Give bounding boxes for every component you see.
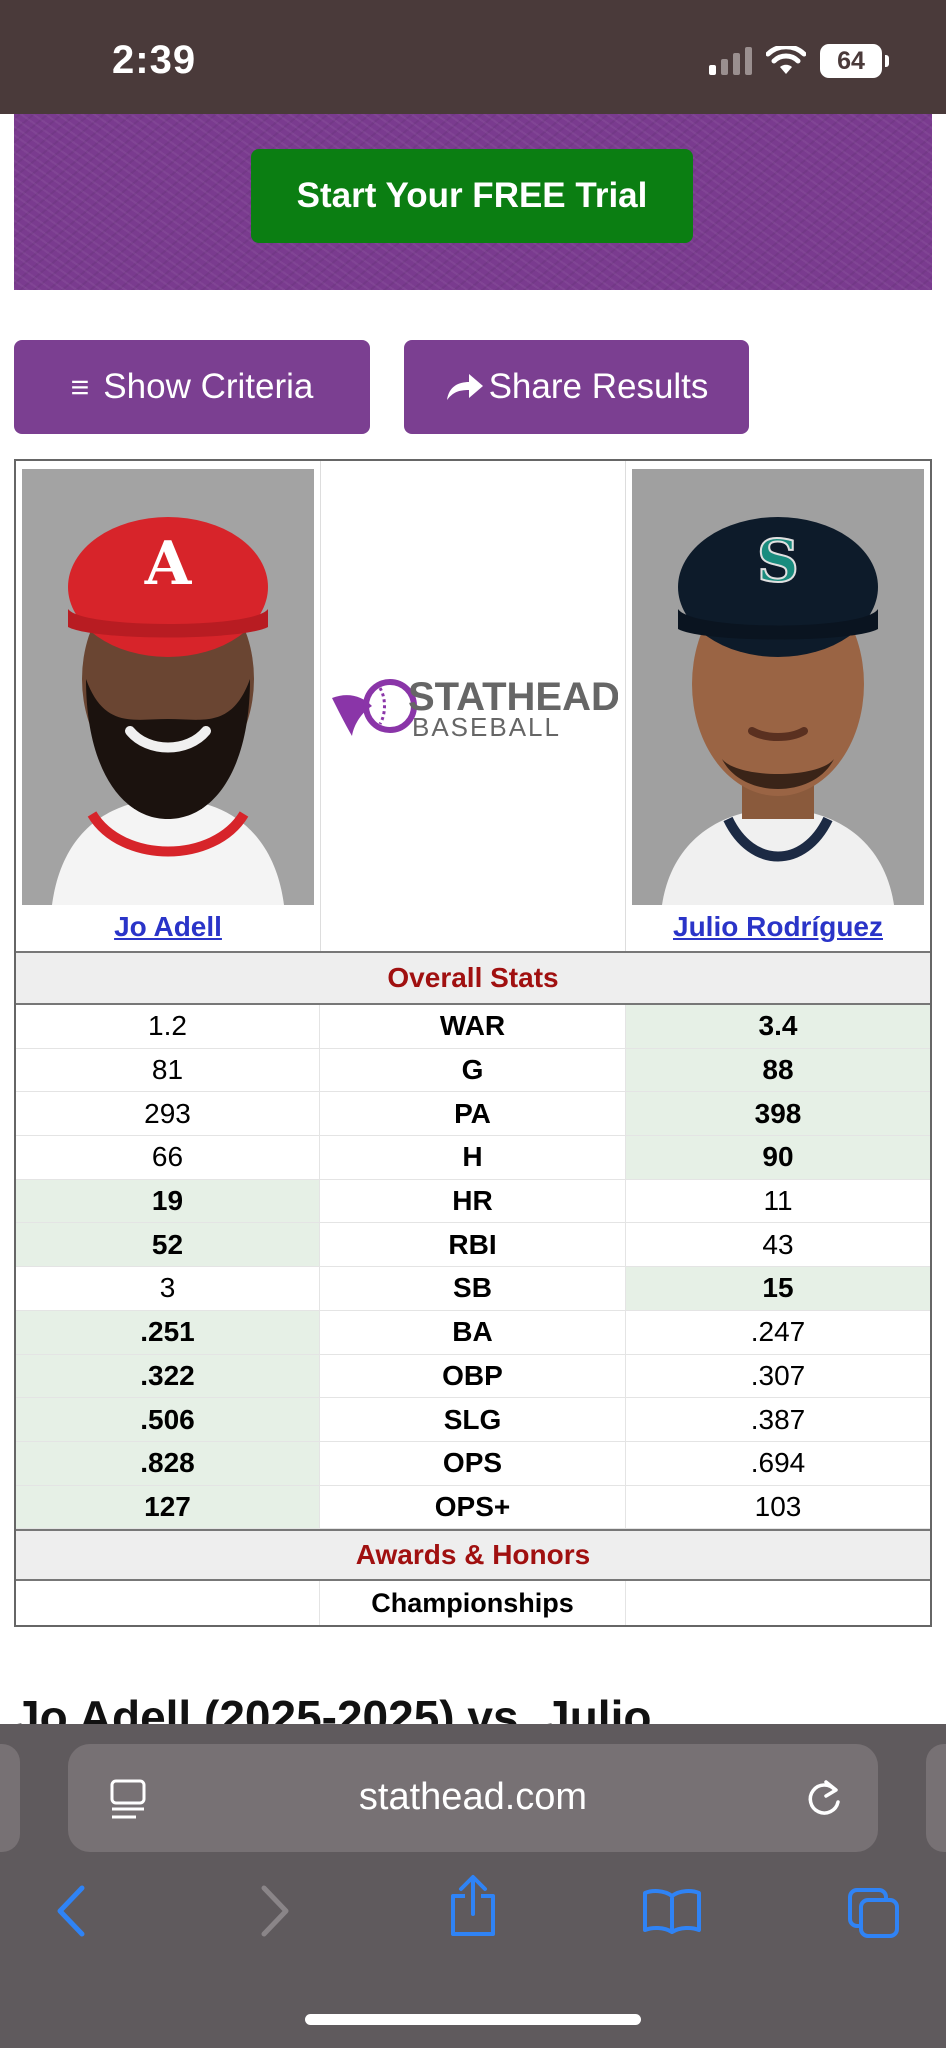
share-arrow-icon (446, 374, 483, 400)
home-indicator (305, 2014, 641, 2025)
stat-label: G (320, 1048, 626, 1092)
browser-toolbar (0, 1874, 946, 1954)
player-2-stat-value: 103 (754, 1490, 802, 1522)
stat-row: .251 BA .247 (16, 1310, 930, 1355)
stat-row: 19 HR 11 (16, 1179, 930, 1224)
player-1-stat-value: .251 (16, 1310, 320, 1354)
stat-label: OBP (320, 1354, 626, 1398)
share-results-label: Share Results (488, 367, 709, 406)
player-1-cell: A Jo Adell (16, 461, 320, 951)
stat-label: SB (320, 1267, 626, 1310)
overall-stats-header: Overall Stats (16, 953, 930, 1005)
player-1-stat-value: 127 (16, 1485, 320, 1529)
player-2-stat-value: .694 (750, 1447, 806, 1479)
player-1-headshot: A (22, 469, 314, 905)
stat-row: .322 OBP .307 (16, 1354, 930, 1399)
player-2-stat-value: .247 (750, 1316, 806, 1348)
start-free-trial-button[interactable]: Start Your FREE Trial (251, 149, 693, 243)
browser-chrome: stathead.com (0, 1724, 946, 2048)
player-2-stat-value: 43 (762, 1228, 794, 1260)
reload-icon[interactable] (804, 1776, 844, 1820)
player-1-stat-value: .828 (16, 1441, 320, 1485)
player-1-championships (16, 1581, 320, 1626)
reader-page-icon[interactable] (108, 1778, 148, 1820)
show-criteria-label: Show Criteria (103, 367, 314, 406)
stat-row: 52 RBI 43 (16, 1223, 930, 1268)
player-2-championships (626, 1581, 930, 1625)
championships-row: Championships (16, 1581, 930, 1626)
player-1-stat-value: 293 (16, 1092, 320, 1136)
player-1-stat-value: 1.2 (16, 1005, 320, 1048)
player-2-stat-value: 11 (763, 1185, 793, 1217)
player-1-stat-value: 19 (16, 1179, 320, 1223)
players-header-row: A Jo Adell STATHEAD BASEBALL (16, 461, 930, 953)
player-2-stat-value: 88 (626, 1048, 930, 1092)
stat-row: .828 OPS .694 (16, 1441, 930, 1486)
stat-row: .506 SLG .387 (16, 1398, 930, 1442)
share-results-button[interactable]: Share Results (404, 340, 749, 434)
status-bar: 2:39 64 (0, 0, 946, 114)
player-2-stat-value: 90 (626, 1136, 930, 1179)
show-criteria-button[interactable]: ≡ Show Criteria (14, 340, 370, 434)
stat-label: RBI (320, 1223, 626, 1267)
next-tab-preview[interactable] (926, 1744, 946, 1852)
wifi-icon (766, 46, 806, 74)
forward-icon[interactable] (256, 1884, 292, 1938)
player-1-stat-value: 66 (16, 1136, 320, 1179)
player-2-name-link[interactable]: Julio Rodríguez (673, 911, 883, 942)
svg-text:A: A (144, 529, 193, 599)
stat-label: HR (320, 1179, 626, 1223)
player-2-stat-value: .387 (750, 1403, 806, 1435)
player-2-stat-value: 398 (626, 1092, 930, 1136)
stat-label: WAR (320, 1005, 626, 1048)
stat-label: OPS+ (320, 1485, 626, 1529)
player-1-stat-value: 81 (16, 1048, 320, 1092)
tabs-icon[interactable] (846, 1886, 902, 1940)
player-1-stat-value: 3 (16, 1267, 320, 1310)
status-time: 2:39 (112, 38, 197, 82)
back-icon[interactable] (54, 1884, 90, 1938)
url-text: stathead.com (358, 1776, 588, 1818)
player-2-stat-value: 3.4 (626, 1005, 930, 1048)
stat-row: 293 PA 398 (16, 1092, 930, 1137)
stat-row: 66 H 90 (16, 1136, 930, 1180)
stat-rows: 1.2 WAR 3.4 81 G 88 293 PA 398 66 H 90 19 HR 11 52 RBI 43… (16, 1005, 930, 1530)
player-comparison-table: A Jo Adell STATHEAD BASEBALL (14, 459, 932, 1628)
stat-label: H (320, 1136, 626, 1179)
address-bar[interactable]: stathead.com (68, 1744, 878, 1852)
player-2-stat-value: .307 (750, 1359, 806, 1391)
menu-icon: ≡ (70, 368, 90, 405)
stat-label: SLG (320, 1398, 626, 1441)
stat-row: 1.2 WAR 3.4 (16, 1005, 930, 1049)
battery-icon: 64 (820, 44, 889, 78)
logo-line1: STATHEAD (408, 675, 618, 719)
previous-tab-preview[interactable] (0, 1744, 20, 1852)
stat-row: 127 OPS+ 103 (16, 1485, 930, 1530)
player-2-cell: S Julio Rodríguez (626, 461, 930, 951)
championships-label: Championships (320, 1581, 626, 1626)
stathead-logo: STATHEAD BASEBALL (320, 461, 626, 951)
awards-honors-header: Awards & Honors (16, 1529, 930, 1582)
player-2-stat-value: 15 (626, 1267, 930, 1310)
stat-label: PA (320, 1092, 626, 1136)
svg-text:S: S (757, 527, 799, 595)
status-icons: 64 (709, 44, 889, 78)
stat-row: 3 SB 15 (16, 1267, 930, 1311)
player-2-headshot: S (632, 469, 924, 905)
player-1-stat-value: .322 (16, 1354, 320, 1398)
logo-line2: BASEBALL (412, 712, 561, 742)
bookmarks-icon[interactable] (642, 1888, 702, 1934)
player-1-stat-value: 52 (16, 1223, 320, 1267)
player-1-name-link[interactable]: Jo Adell (114, 911, 222, 942)
stat-label: OPS (320, 1441, 626, 1485)
stat-row: 81 G 88 (16, 1048, 930, 1093)
stat-label: BA (320, 1310, 626, 1354)
cellular-signal-icon (709, 47, 752, 75)
player-1-stat-value: .506 (16, 1398, 320, 1441)
promo-banner: Start Your FREE Trial (14, 114, 932, 290)
share-icon[interactable] (448, 1874, 498, 1938)
